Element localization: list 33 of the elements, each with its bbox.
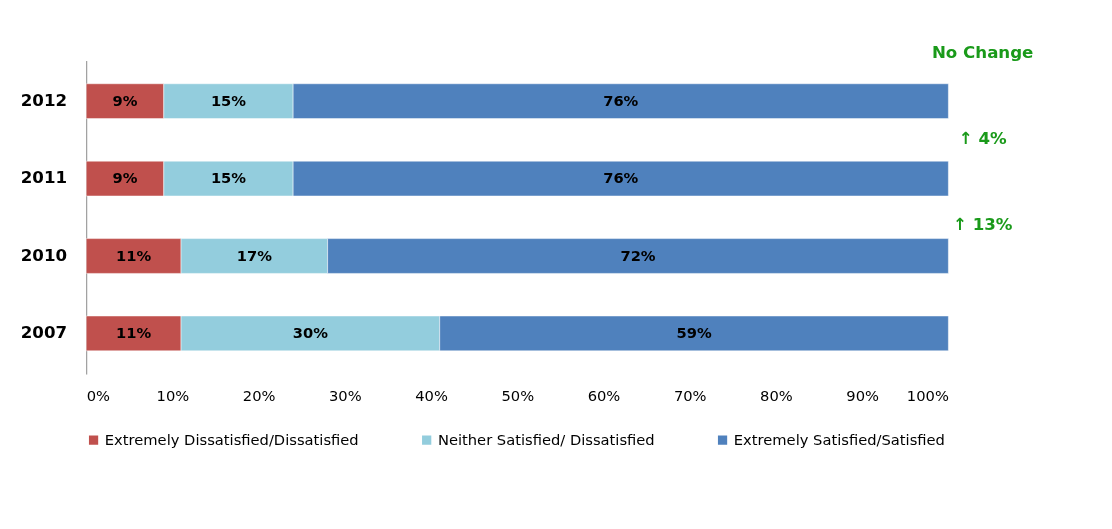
data-label: 76% xyxy=(603,169,639,187)
data-label: 17% xyxy=(236,246,273,264)
text: ↑ 13% xyxy=(952,215,1013,235)
data-label: 59% xyxy=(676,324,712,342)
data-label: 76% xyxy=(603,92,639,110)
x-tick-label: 50% xyxy=(501,386,535,404)
x-tick-label: 0% xyxy=(86,386,111,404)
x-tick-label: 10% xyxy=(156,386,190,404)
y-tick-label: 2007 xyxy=(20,323,68,343)
legend-label: Extremely Satisfied/Satisfied xyxy=(733,431,945,449)
data-label: 30% xyxy=(292,324,329,342)
data-label: 11% xyxy=(116,246,152,264)
data-label: 15% xyxy=(210,92,247,110)
legend-label: Extremely Dissatisfied/Dissatisfied xyxy=(104,431,359,449)
y-tick-label: 2011 xyxy=(20,168,68,188)
data-label: 9% xyxy=(112,92,138,110)
x-tick-label: 90% xyxy=(846,386,880,404)
data-label: 9% xyxy=(112,169,138,187)
text: ↑ 4% xyxy=(958,128,1007,148)
annotation: No Change xyxy=(931,42,1034,62)
data-label: 11% xyxy=(116,324,152,342)
x-tick-label: 20% xyxy=(242,386,276,404)
data-label: 72% xyxy=(620,246,656,264)
x-tick-label: 40% xyxy=(415,386,448,404)
data-label: 15% xyxy=(210,169,247,187)
y-tick-label: 2012 xyxy=(20,91,68,111)
x-tick-label: 80% xyxy=(760,386,793,404)
x-tick-label: 100% xyxy=(906,386,949,404)
y-tick-label: 2010 xyxy=(20,245,68,265)
x-tick-label: 70% xyxy=(673,386,707,404)
x-tick-label: 60% xyxy=(587,386,621,404)
x-tick-label: 30% xyxy=(329,386,362,404)
legend-label: Neither Satisfied/ Dissatisfied xyxy=(437,431,655,449)
